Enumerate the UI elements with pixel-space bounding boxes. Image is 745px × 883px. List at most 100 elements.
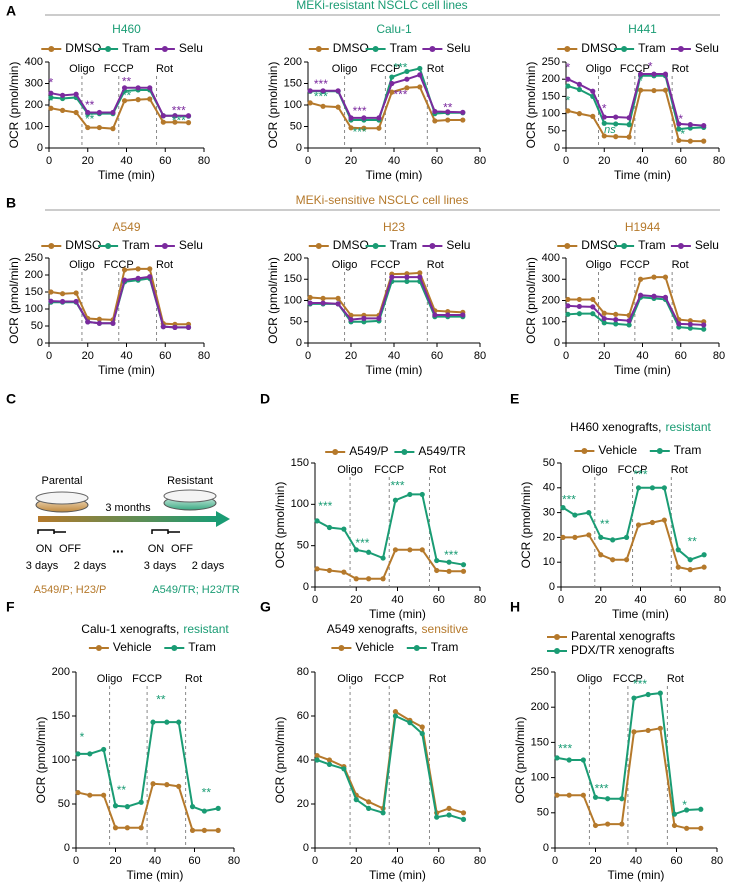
legend-label: Vehicle: [113, 640, 152, 654]
x-tick-label: 20: [350, 855, 362, 867]
legend-marker: [105, 46, 112, 52]
y-axis-label: OCR (pmol/min): [513, 717, 527, 804]
data-point: [392, 547, 399, 553]
data-point: [592, 822, 599, 829]
x-tick-label: 60: [433, 594, 445, 606]
y-tick-label: 0: [37, 142, 43, 154]
x-tick-label: 80: [713, 350, 725, 362]
significance-label: ***: [633, 677, 647, 691]
data-point: [586, 532, 592, 538]
y-tick-label: 100: [291, 498, 309, 510]
data-point: [404, 85, 410, 91]
data-point: [185, 120, 192, 126]
y-tick-label: 400: [25, 56, 43, 68]
data-point: [110, 126, 116, 132]
x-tick-label: 0: [563, 155, 569, 167]
data-point: [565, 296, 571, 303]
legend-label: Selu: [446, 41, 470, 55]
data-point: [73, 109, 79, 116]
y-axis-label: OCR (pmol/min): [519, 482, 533, 569]
data-point: [341, 766, 347, 772]
x-tick-label: 80: [714, 594, 726, 606]
data-point: [164, 719, 170, 725]
data-point: [684, 807, 690, 813]
significance-label: ***: [172, 104, 186, 118]
data-point: [96, 320, 102, 326]
x-tick-label: 0: [46, 350, 52, 362]
y-tick-label: 50: [290, 120, 302, 132]
data-point: [404, 274, 410, 280]
data-point: [626, 115, 632, 121]
y-axis-label: OCR (pmol/min): [7, 62, 21, 149]
data-point: [601, 114, 607, 120]
event-label: Oligo: [586, 63, 612, 75]
data-point: [651, 274, 657, 280]
chart-title: A549 xenografts, sensitive: [327, 622, 469, 636]
y-tick-label: 300: [25, 77, 43, 89]
data-point: [598, 534, 604, 541]
data-point: [404, 68, 410, 75]
event-label: Rot: [156, 259, 173, 271]
legend-label: DMSO: [65, 41, 101, 55]
significance-label: *: [638, 74, 643, 88]
data-point: [87, 751, 93, 757]
x-axis-label: Time (min): [98, 363, 155, 377]
data-point: [687, 122, 693, 128]
data-point: [320, 300, 326, 306]
significance-label: ***: [318, 499, 332, 513]
y-tick-label: 30: [543, 507, 555, 519]
data-point: [432, 108, 438, 115]
on-label: ON: [148, 543, 165, 555]
x-tick-label: 60: [159, 155, 171, 167]
event-label: FCCP: [618, 464, 648, 476]
data-point: [676, 321, 682, 327]
legend-marker: [429, 46, 436, 52]
x-axis-label: Time (min): [614, 363, 671, 377]
data-point: [121, 98, 128, 104]
data-point: [124, 825, 130, 831]
data-point: [59, 298, 66, 305]
x-tick-label: 60: [188, 855, 200, 867]
significance-label: ***: [633, 468, 647, 482]
data-point: [637, 71, 644, 77]
data-point: [590, 296, 596, 303]
x-tick-label: 80: [474, 594, 486, 606]
data-point: [147, 85, 153, 91]
series-line: [77, 782, 219, 832]
data-point: [576, 311, 582, 317]
data-point: [580, 792, 586, 798]
panel-c: Parental Resistant 3 months ON OFF 3 day…: [26, 475, 240, 596]
y-tick-label: 150: [542, 90, 560, 102]
data-point: [662, 274, 669, 280]
series-line: [567, 276, 704, 323]
data-point: [565, 303, 571, 309]
chart: 0 10 20 30 40 50 0 20 40 60 80 Time (min) OCR (pmol/…: [519, 420, 726, 621]
data-point: [619, 821, 625, 827]
series-line: [50, 97, 189, 130]
significance-label: **: [600, 517, 610, 531]
y-axis-label: OCR (pmol/min): [266, 62, 280, 149]
data-point: [613, 311, 619, 317]
on-days: 3 days: [144, 560, 177, 572]
data-point: [701, 564, 707, 570]
y-tick-label: 400: [542, 252, 560, 264]
y-tick-label: 150: [291, 457, 309, 469]
x-tick-label: 0: [305, 350, 311, 362]
panel-label: F: [6, 599, 15, 615]
data-point: [590, 311, 596, 317]
data-point: [392, 497, 399, 503]
x-tick-label: 40: [636, 350, 648, 362]
data-point: [687, 567, 693, 573]
series-line: [316, 548, 464, 580]
legend-marker: [95, 645, 102, 651]
legend-label: DMSO: [65, 238, 101, 252]
y-tick-label: 100: [542, 316, 560, 328]
data-point: [565, 311, 571, 317]
data-point: [201, 827, 207, 834]
event-label: Oligo: [69, 63, 95, 75]
significance-label: *: [49, 94, 54, 108]
data-point: [684, 825, 690, 831]
y-tick-label: 0: [296, 142, 302, 154]
event-label: FCCP: [620, 259, 650, 271]
data-point: [446, 805, 452, 812]
